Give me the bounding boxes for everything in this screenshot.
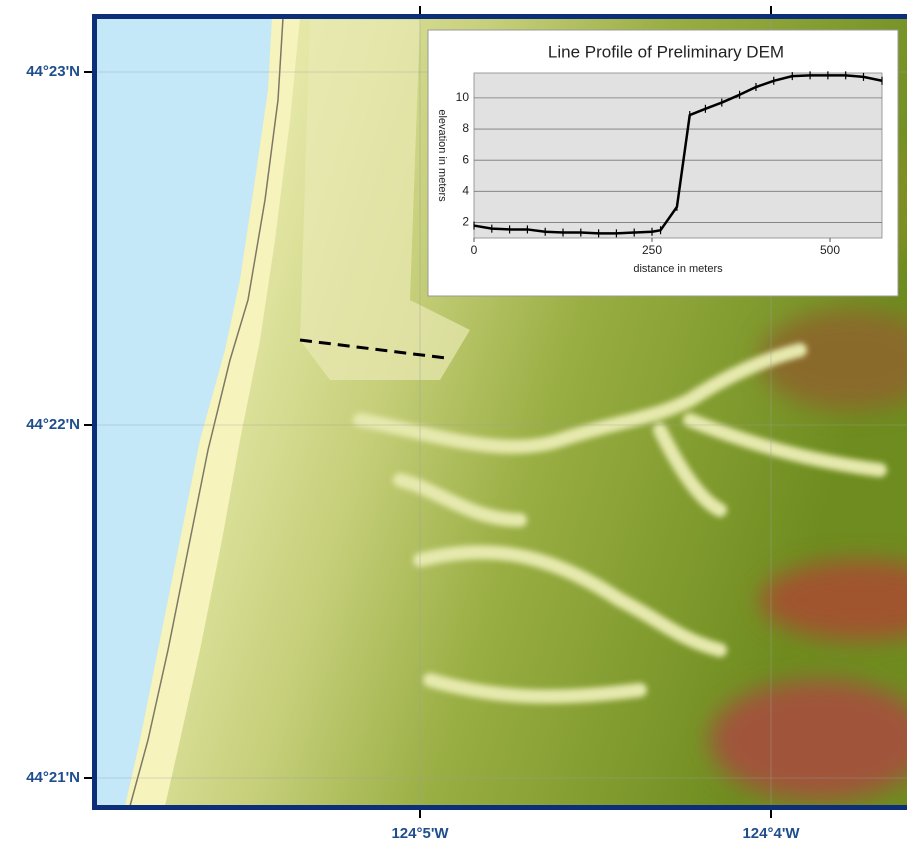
lat-label: 44°21'N bbox=[26, 769, 80, 786]
lat-label: 44°22'N bbox=[26, 416, 80, 433]
y-tick-label: 6 bbox=[462, 152, 469, 166]
profile-chart: Line Profile of Preliminary DEM 2 4 6 8 10 0 2… bbox=[428, 30, 898, 296]
x-axis-label: distance in meters bbox=[633, 263, 723, 275]
x-tick-label: 0 bbox=[471, 243, 478, 257]
chart-title: Line Profile of Preliminary DEM bbox=[548, 42, 784, 61]
lon-label: 124°5'W bbox=[391, 825, 449, 842]
y-axis-label: elevation in meters bbox=[436, 109, 448, 202]
x-tick-label: 250 bbox=[642, 243, 662, 257]
y-tick-label: 10 bbox=[456, 90, 470, 104]
y-tick-label: 8 bbox=[462, 121, 469, 135]
x-tick-label: 500 bbox=[820, 243, 840, 257]
y-tick-label: 2 bbox=[462, 215, 469, 229]
y-tick-label: 4 bbox=[462, 183, 469, 197]
lon-label: 124°4'W bbox=[742, 825, 800, 842]
lat-label: 44°23'N bbox=[26, 63, 80, 80]
